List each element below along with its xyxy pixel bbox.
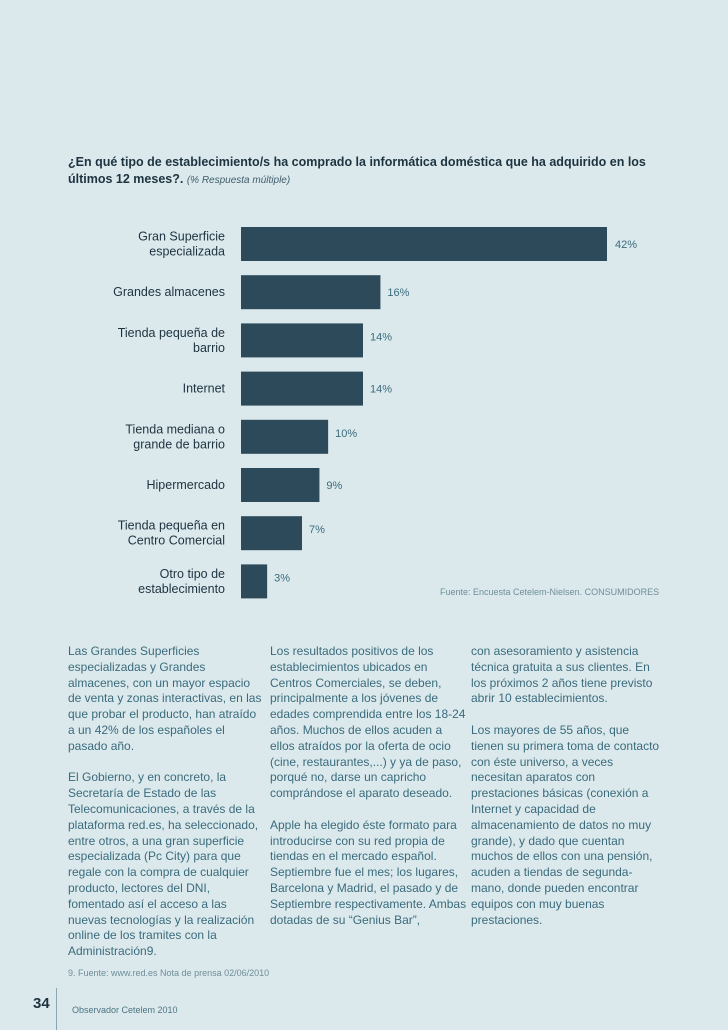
value-label-1: 16%	[387, 287, 409, 299]
bar-2	[241, 323, 363, 358]
category-label-1: Grandes almacenes	[113, 285, 225, 299]
category-label-2: Tienda pequeña de barrio	[118, 326, 225, 355]
text-column-2: Los resultados positivos de los establec…	[270, 644, 470, 944]
bar-4	[241, 419, 329, 454]
paragraph: Los resultados positivos de los establec…	[270, 644, 466, 801]
category-label-6: Tienda pequeña en Centro Comercial	[118, 519, 225, 548]
bar-5	[241, 468, 320, 502]
chart-question: ¿En qué tipo de establecimiento/s ha com…	[68, 154, 668, 189]
bar-6	[241, 516, 302, 551]
paragraph: Las Grandes Superficies especializadas y…	[68, 644, 262, 753]
category-label-5: Hipermercado	[146, 478, 225, 492]
category-label-4: Tienda mediana o grande de barrio	[125, 422, 225, 451]
category-label-3: Internet	[183, 382, 226, 396]
bar-7	[241, 564, 268, 599]
value-label-0: 42%	[615, 239, 637, 251]
value-label-3: 14%	[370, 384, 392, 396]
value-label-7: 3%	[274, 572, 290, 584]
paragraph: El Gobierno, y en concreto, la Secretarí…	[68, 770, 259, 959]
footnote: 9. Fuente: www.red.es Nota de prensa 02/…	[68, 968, 270, 978]
value-label-2: 14%	[370, 331, 392, 343]
footer-divider	[56, 988, 57, 1030]
category-label-0: Gran Superficie especializada	[138, 230, 225, 259]
paragraph: Los mayores de 55 años, que tienen su pr…	[471, 722, 660, 927]
paragraph: Apple ha elegido éste formato para intro…	[270, 817, 467, 927]
page-number: 34	[33, 995, 50, 1012]
paragraph: con asesoramiento y asistencia técnica g…	[471, 644, 653, 706]
value-label-5: 9%	[326, 480, 342, 492]
footer-title: Observador Cetelem 2010	[72, 1005, 178, 1015]
value-label-4: 10%	[335, 428, 357, 440]
category-label-7: Otro tipo de establecimiento	[138, 567, 225, 596]
chart-source: Fuente: Encuesta Cetelem-Nielsen. CONSUM…	[440, 587, 660, 597]
text-column-3: con asesoramiento y asistencia técnica g…	[471, 644, 663, 944]
question-note: (% Respuesta múltiple)	[186, 175, 291, 186]
bar-0	[241, 227, 607, 261]
text-column-1: Las Grandes Superficies especializadas y…	[68, 644, 264, 976]
bar-3	[241, 371, 363, 406]
value-label-6: 7%	[309, 524, 325, 536]
bar-1	[241, 275, 381, 310]
question-text: ¿En qué tipo de establecimiento/s ha com…	[68, 155, 646, 186]
bar-chart: 42% Gran Superficie especializada 16% Grande…	[113, 227, 637, 599]
